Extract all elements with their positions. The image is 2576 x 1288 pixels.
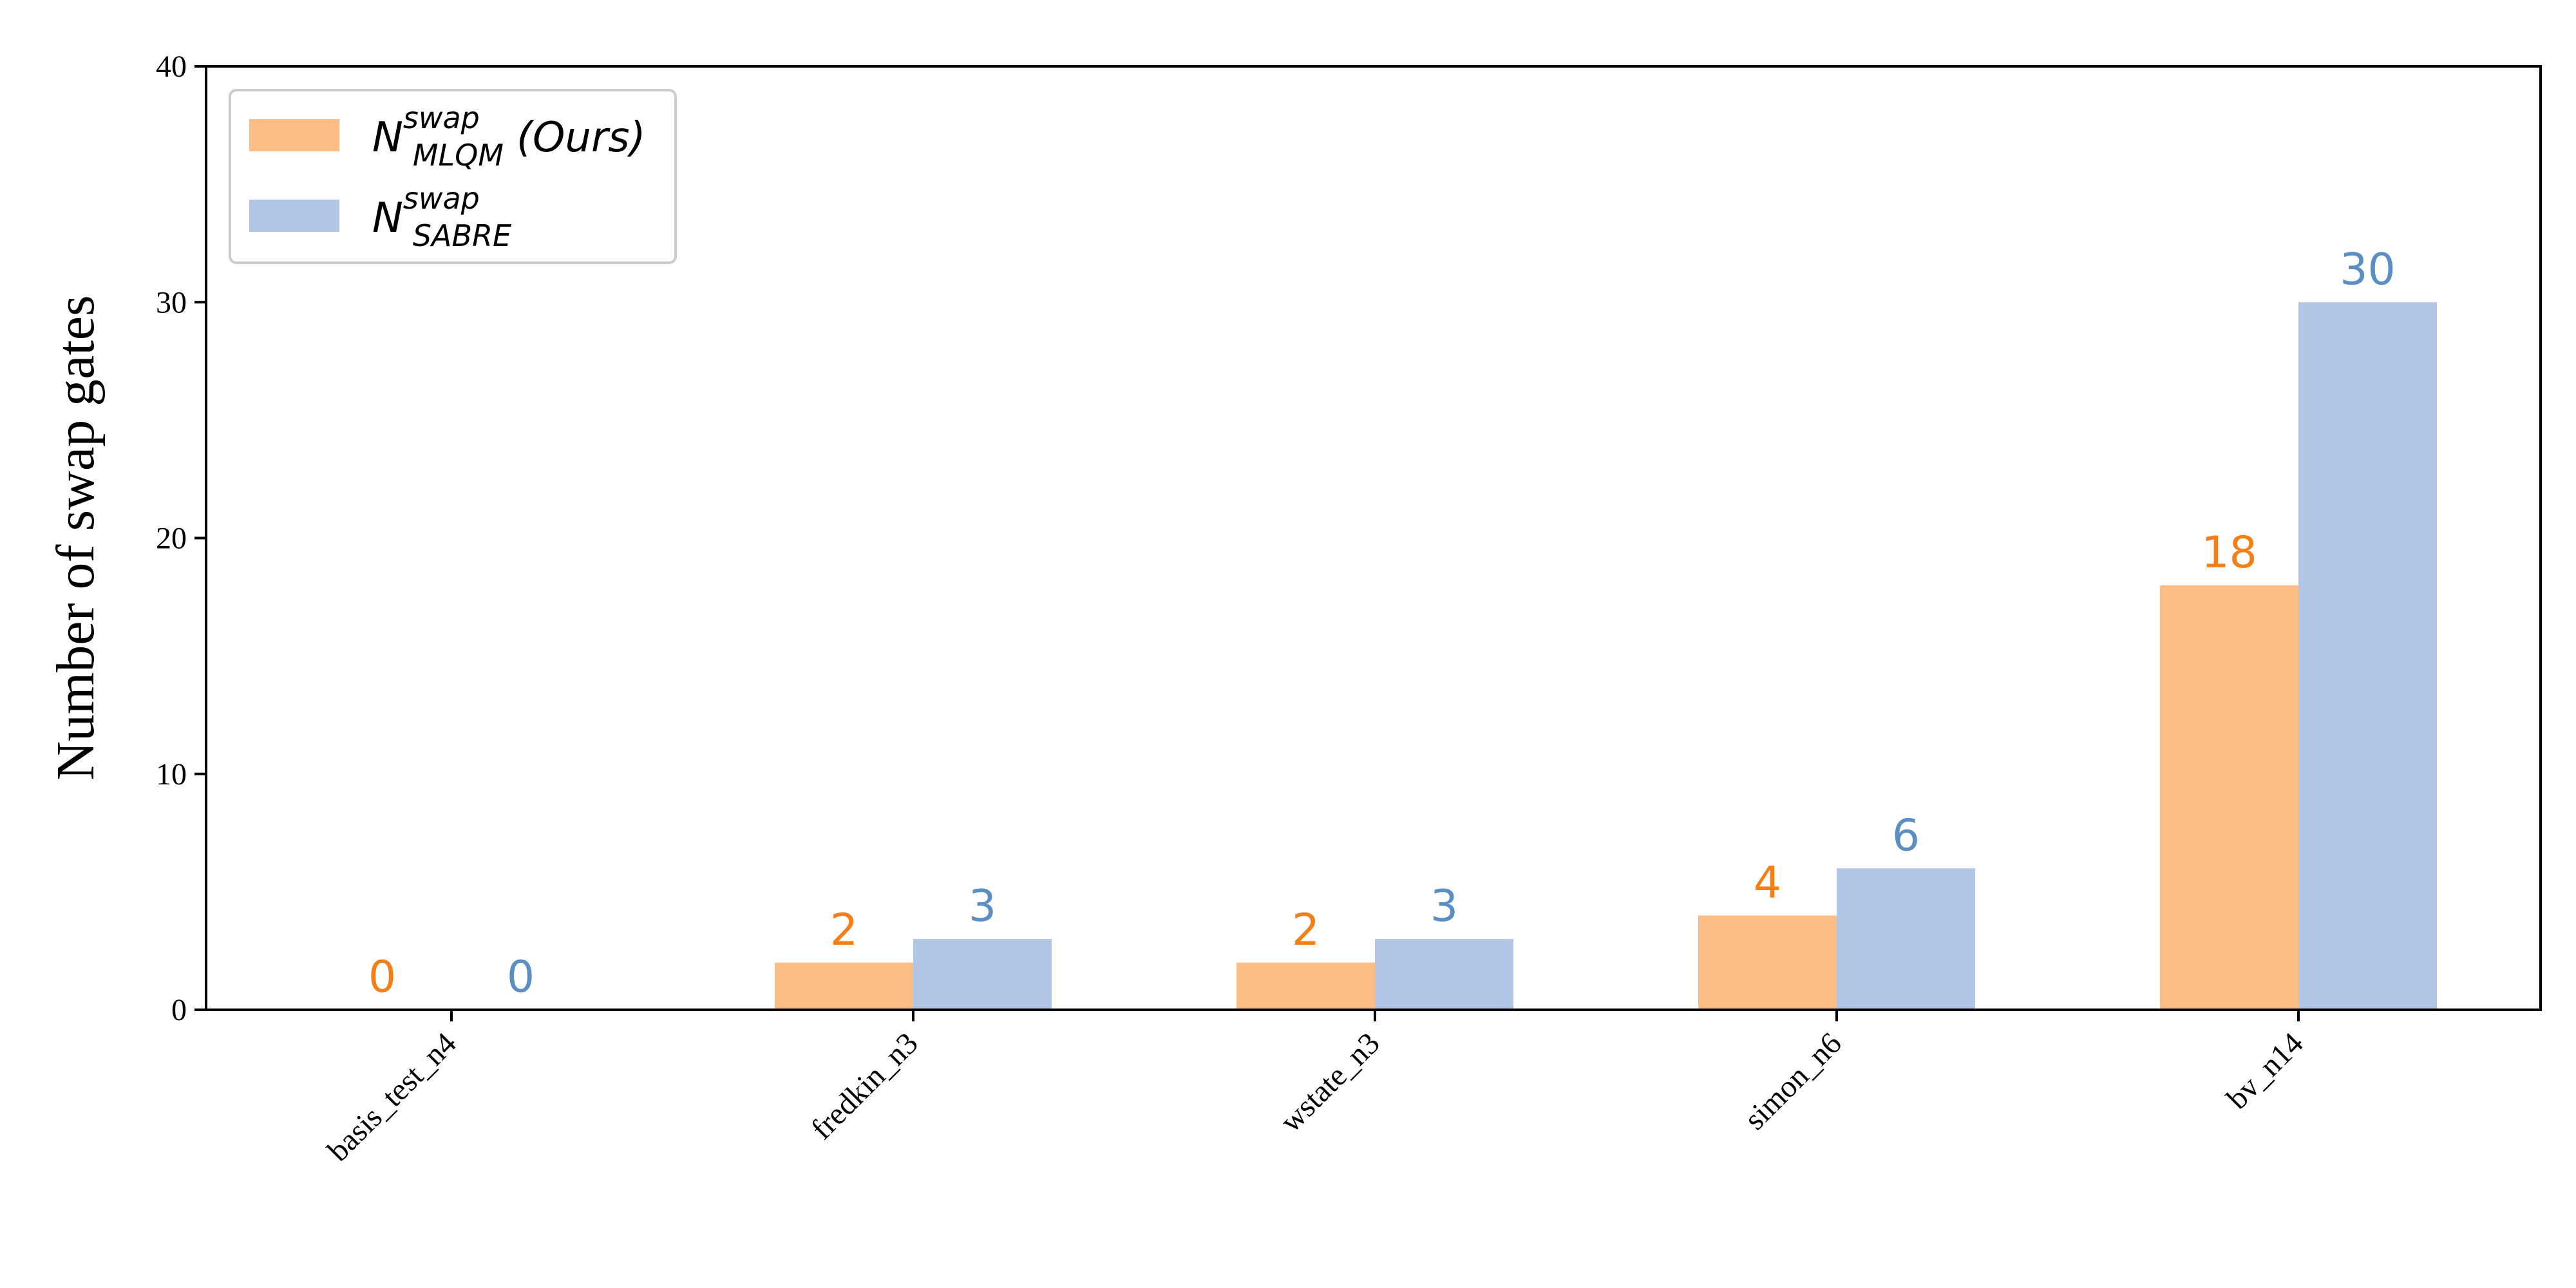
data-label-mlqm: 4 [1754,858,1781,909]
bar-sabre [1375,939,1513,1010]
bar-mlqm [1236,962,1375,1010]
y-tick-label: 40 [156,50,187,84]
plot-frame [205,65,2542,1011]
bar-mlqm [1698,915,1837,1010]
legend-box [229,89,677,264]
data-label-mlqm: 0 [368,952,396,1003]
data-label-mlqm: 2 [830,905,858,956]
legend-swatch-mlqm [249,119,339,151]
legend: Nswap MLQM (Ours)Nswap SABRE [229,89,677,264]
data-label-sabre: 3 [969,881,996,932]
legend-suffix: (Ours) [516,114,646,162]
legend-swatch-sabre [249,200,339,232]
legend-base: N [372,114,403,162]
legend-sup: swap [403,100,480,135]
data-label-sabre: 30 [2340,244,2396,295]
data-label-sabre: 3 [1430,881,1458,932]
legend-sub: SABRE [413,218,511,253]
x-tick-label: basis_test_n4 [321,1026,462,1168]
legend-label-sabre: Nswap SABRE [372,181,511,253]
bar-sabre [1837,868,1975,1010]
x-tick-label: bv_n14 [2220,1026,2309,1115]
bar-labels: 0 0 2 3 2 3 4 6 18 30 [368,244,2396,1003]
bar-mlqm [775,962,913,1010]
y-axis-label: Number of swap gates [46,295,106,780]
bars [775,302,2437,1010]
data-label-sabre: 6 [1892,810,1920,861]
y-axis-ticks: 0 10 20 30 40 [156,50,206,1027]
bar-sabre [2298,302,2437,1010]
bar-mlqm [2160,585,2298,1010]
x-tick-label: simon_n6 [1738,1026,1848,1136]
legend-sub: MLQM [413,138,504,173]
data-label-mlqm: 2 [1292,905,1320,956]
bar-sabre [913,939,1052,1010]
y-tick-label: 30 [156,285,187,319]
legend-sup: swap [403,181,480,216]
y-tick-label: 20 [156,522,187,556]
legend-base: N [372,194,403,242]
y-tick-label: 10 [156,757,187,791]
legend-label-mlqm: Nswap MLQM (Ours) [372,100,646,173]
y-tick-label: 0 [171,993,187,1027]
x-tick-label: fredkin_n3 [804,1026,924,1146]
x-axis-ticks: basis_test_n4 fredkin_n3 wstate_n3 simon_n6… [321,1010,2310,1168]
y-axis-label-group: Number of swap gates [46,295,106,780]
x-tick-label: wstate_n3 [1274,1026,1387,1139]
data-label-mlqm: 18 [2201,527,2257,578]
data-label-sabre: 0 [507,952,535,1003]
